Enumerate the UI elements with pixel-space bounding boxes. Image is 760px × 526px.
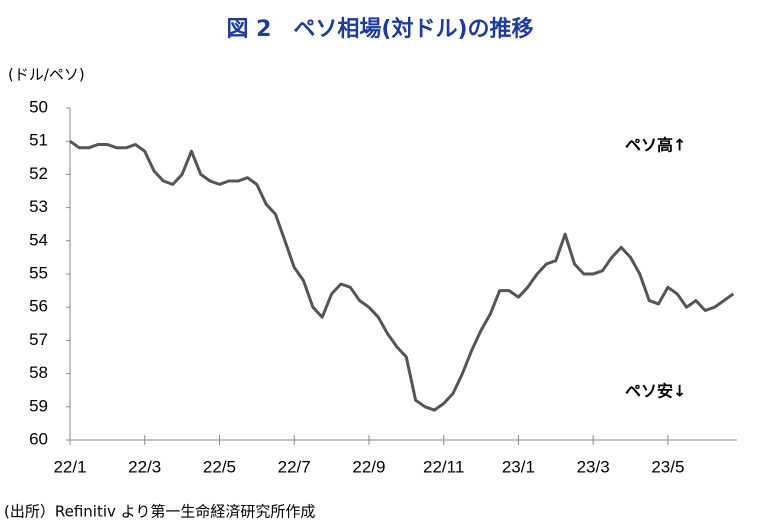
y-tick-label: 55 — [29, 263, 48, 282]
y-tick-label: 50 — [29, 97, 48, 116]
y-tick-label: 58 — [29, 363, 48, 382]
y-tick-label: 60 — [29, 429, 48, 448]
chart-title: 図 2 ペソ相場(対ドル)の推移 — [226, 16, 533, 42]
x-tick-label: 22/1 — [53, 457, 86, 476]
y-tick-label: 54 — [29, 230, 48, 249]
x-tick-label: 23/1 — [502, 457, 535, 476]
x-tick-label: 22/7 — [278, 457, 311, 476]
y-tick-label: 59 — [29, 396, 48, 415]
x-tick-label: 22/5 — [203, 457, 236, 476]
x-tick-label: 23/3 — [577, 457, 610, 476]
x-tick-label: 22/3 — [128, 457, 161, 476]
x-tick-label: 22/9 — [352, 457, 385, 476]
annotation: ペソ高↑ — [625, 136, 686, 155]
y-tick-label: 51 — [29, 131, 48, 150]
source: (出所）Refinitiv より第一生命経済研究所作成 — [4, 503, 315, 521]
annotation: ペソ安↓ — [625, 382, 686, 401]
x-tick-label: 22/11 — [423, 457, 464, 476]
y-tick-label: 52 — [29, 164, 48, 183]
y-tick-label: 56 — [29, 297, 48, 316]
y-tick-label: 57 — [29, 330, 48, 349]
series-line — [69, 139, 735, 412]
y-axis-label: (ドル/ペソ) — [8, 66, 85, 84]
x-tick-label: 23/5 — [651, 457, 684, 476]
y-tick-label: 53 — [29, 197, 48, 216]
